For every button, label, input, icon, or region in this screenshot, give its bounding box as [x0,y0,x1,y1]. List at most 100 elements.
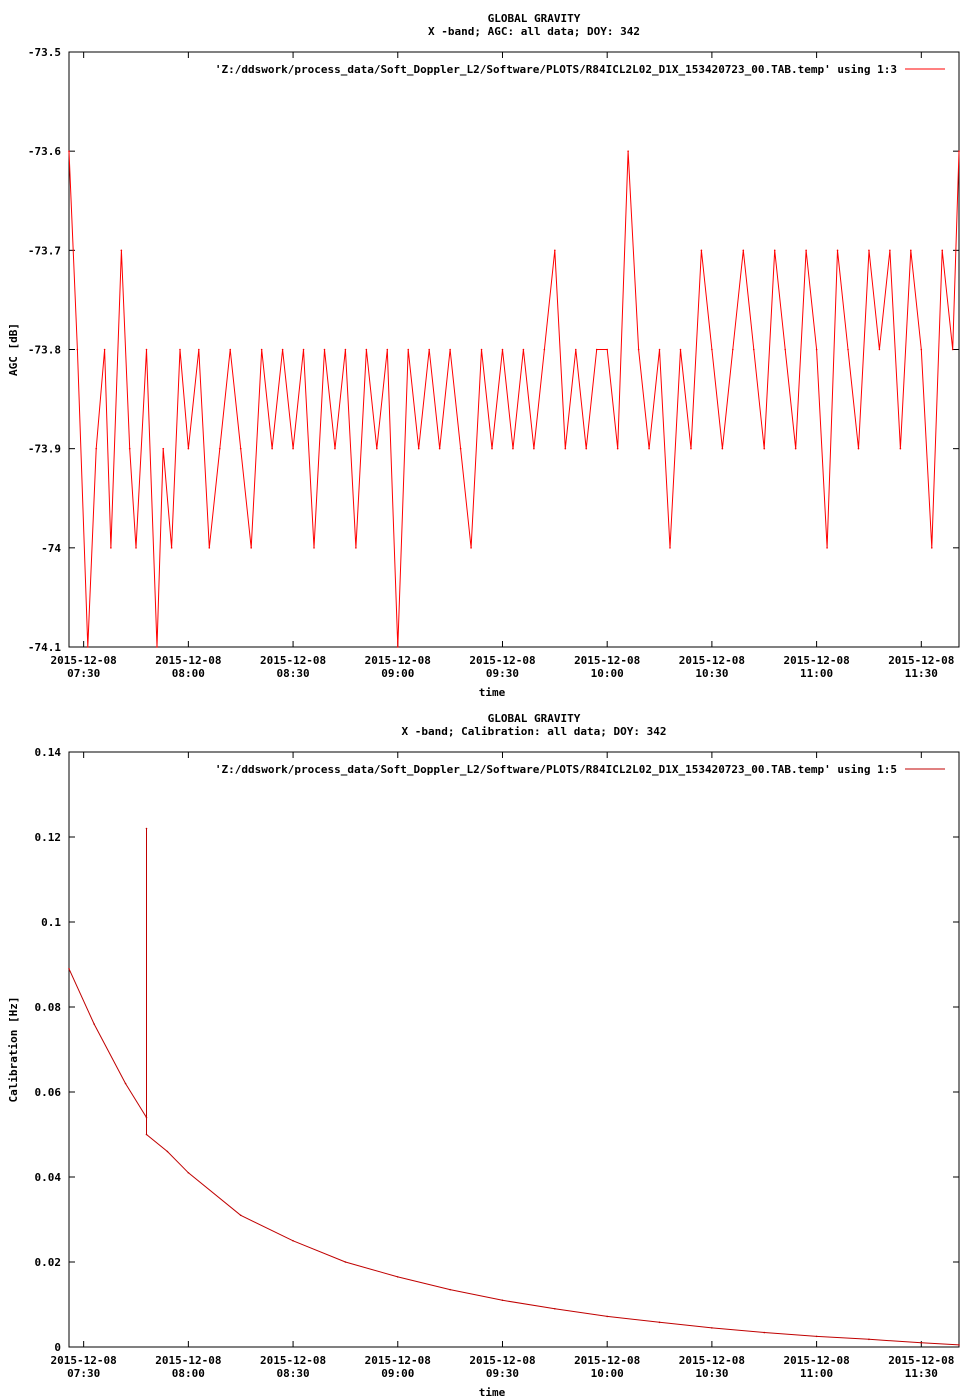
x-tick-label-time: 08:30 [277,667,310,680]
data-point [554,249,556,252]
x-tick-label-time: 10:30 [695,667,728,680]
data-point [522,348,525,351]
data-point [334,447,336,450]
data-point [68,150,70,152]
x-tick-label-date: 2015-12-08 [365,654,431,667]
data-point [627,150,629,152]
data-point [910,249,912,252]
x-tick-label-time: 07:30 [67,667,100,680]
y-tick-label: 0.12 [35,831,62,844]
data-point [679,348,682,351]
data-point [784,348,786,351]
data-point [920,348,923,351]
data-point [344,348,347,351]
data-point [95,447,98,450]
data-point [763,1331,766,1334]
y-tick-label: -73.5 [28,46,61,59]
data-point [229,348,232,351]
data-point [574,348,577,351]
data-point [260,348,263,351]
data-point [145,1116,148,1119]
data-point [543,348,546,351]
x-axis-label: time [479,1386,506,1399]
series-line [68,828,960,1346]
data-point [836,249,839,252]
x-tick-label-time: 10:00 [591,667,624,680]
data-point [606,1315,608,1318]
x-tick-label-time: 08:30 [277,1367,310,1380]
data-point [501,1299,504,1302]
data-point [68,967,70,970]
data-point [376,447,378,450]
x-tick-label-date: 2015-12-08 [365,1354,431,1367]
data-point [128,447,131,450]
data-point [120,249,123,252]
data-point [752,348,755,351]
data-point [868,249,870,252]
data-point [491,447,493,450]
data-point [690,447,692,450]
x-tick-label-time: 09:30 [486,667,519,680]
data-point [145,1133,148,1136]
data-point [595,348,598,351]
x-tick-label-date: 2015-12-08 [888,1354,954,1367]
data-point [732,348,734,351]
data-point [145,348,148,351]
data-point [162,447,165,450]
data-point [826,547,828,549]
x-tick-label-date: 2015-12-08 [260,1354,326,1367]
data-point [899,447,902,450]
x-tick-label-date: 2015-12-08 [574,654,640,667]
x-tick-label-date: 2015-12-08 [155,1354,221,1367]
chart-title: GLOBAL GRAVITY [488,12,581,25]
data-point [170,547,173,549]
data-point [868,1338,870,1341]
data-point [438,447,441,450]
x-tick-label-date: 2015-12-08 [783,654,849,667]
data-point [606,348,608,351]
data-point [198,348,200,351]
series-line [68,151,960,648]
x-tick-label-time: 10:00 [591,1367,624,1380]
y-tick-label: -73.6 [28,145,61,158]
legend-label: 'Z:/ddswork/process_data/Soft_Doppler_L2… [215,63,897,76]
x-tick-label-time: 11:30 [905,667,938,680]
data-point [145,827,148,830]
x-tick-label-time: 10:30 [695,1367,728,1380]
y-tick-label: -73.7 [28,244,61,257]
x-tick-label-time: 09:00 [381,667,414,680]
x-tick-label-time: 09:30 [486,1367,519,1380]
data-point [292,447,294,450]
data-point [449,1288,451,1291]
data-point [815,1335,818,1338]
data-point [930,547,933,549]
data-point [135,547,137,549]
x-tick-label-date: 2015-12-08 [469,1354,535,1367]
data-point [187,1171,190,1174]
data-point [156,646,158,648]
data-point [250,547,252,549]
y-axis-label: AGC [dB] [7,323,20,376]
y-tick-label: 0.02 [35,1256,62,1269]
chart-title: GLOBAL GRAVITY [488,712,581,725]
data-point [187,447,190,450]
y-tick-label: -73.8 [28,344,61,357]
y-tick-label: 0 [54,1341,61,1354]
y-tick-label: -73.9 [28,443,61,456]
data-point [323,348,326,351]
data-point [459,447,462,450]
data-point [292,1239,294,1242]
data-point [616,447,619,450]
x-tick-label-time: 11:30 [905,1367,938,1380]
data-point [721,447,724,450]
data-point [889,249,891,252]
data-point [648,447,650,450]
x-tick-label-date: 2015-12-08 [574,1354,640,1367]
chart-subtitle: X -band; Calibration: all data; DOY: 342 [402,725,667,738]
data-point [878,348,881,351]
x-tick-label-time: 08:00 [172,1367,205,1380]
data-point [564,447,567,450]
data-point [958,1344,960,1346]
x-tick-label-date: 2015-12-08 [260,654,326,667]
